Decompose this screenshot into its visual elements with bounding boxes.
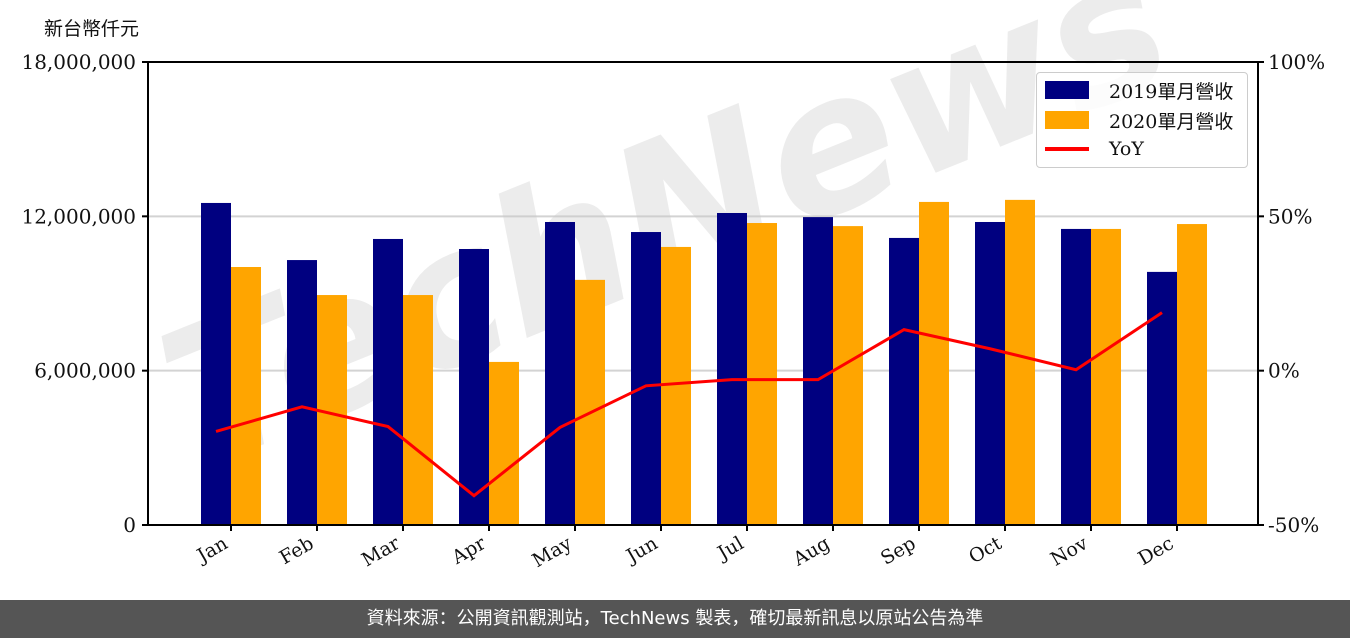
bar-2019 <box>889 237 919 525</box>
bar-2019 <box>201 202 231 526</box>
bar-2019 <box>1061 228 1091 525</box>
x-tick-label: Sep <box>877 532 920 569</box>
legend-swatch-2019 <box>1045 81 1089 99</box>
y2-tick-label: 50% <box>1268 204 1312 228</box>
bar-2020 <box>403 295 433 525</box>
legend-label-2019: 2019單月營收 <box>1109 80 1234 103</box>
bar-2020 <box>575 279 605 525</box>
bar-2020 <box>919 201 949 525</box>
bar-2019 <box>975 221 1005 525</box>
bar-2020 <box>1005 199 1035 526</box>
y-axis-unit-label: 新台幣仟元 <box>44 18 140 40</box>
legend-line-yoy <box>1045 147 1089 151</box>
y2-tick-label: 0% <box>1268 359 1300 383</box>
bar-2019 <box>459 249 489 525</box>
y-tick-label: 12,000,000 <box>21 204 136 228</box>
x-tick-label: Nov <box>1047 532 1092 571</box>
legend-item-2020: 2020單月營收 <box>1045 107 1233 133</box>
bar-2019 <box>631 232 661 525</box>
x-tick-label: Mar <box>358 532 404 571</box>
y2-tick-label: 100% <box>1268 50 1325 74</box>
x-tick-label: Jan <box>192 532 232 568</box>
legend-item-2019: 2019單月營收 <box>1045 77 1233 103</box>
x-tick-label: Oct <box>965 532 1006 568</box>
legend-label-yoy: YoY <box>1109 138 1144 160</box>
x-tick-label: Dec <box>1134 532 1177 570</box>
legend-label-2020: 2020單月營收 <box>1109 110 1234 133</box>
bar-2019 <box>545 221 575 525</box>
bar-2019 <box>287 260 317 525</box>
bar-line-chart: TechNews06,000,00012,000,00018,000,000-5… <box>21 0 1325 572</box>
bar-2019 <box>717 212 747 525</box>
bar-2020 <box>231 267 261 525</box>
x-tick-label: Jul <box>712 532 747 565</box>
bar-2019 <box>373 238 403 526</box>
x-tick-label: Jun <box>621 532 662 568</box>
bar-2020 <box>1091 228 1121 525</box>
chart-legend: 2019單月營收 2020單月營收 YoY <box>1036 72 1248 168</box>
bar-2020 <box>833 226 863 525</box>
y-tick-label: 6,000,000 <box>34 359 136 383</box>
bar-2020 <box>489 361 519 525</box>
y-tick-label: 0 <box>123 513 136 537</box>
x-tick-label: Aug <box>789 532 834 571</box>
bar-2020 <box>747 223 777 525</box>
x-tick-label: Feb <box>276 532 318 569</box>
bar-2019 <box>1147 271 1177 525</box>
bar-2020 <box>661 246 691 525</box>
source-footer: 資料來源：公開資訊觀測站，TechNews 製表，確切最新訊息以原站公告為準 <box>0 600 1350 638</box>
x-tick-label: May <box>529 532 576 572</box>
yoy-line <box>215 311 1163 498</box>
legend-swatch-2020 <box>1045 111 1089 129</box>
x-tick-label: Apr <box>447 532 490 569</box>
legend-item-yoy: YoY <box>1045 136 1144 162</box>
y-tick-label: 18,000,000 <box>21 50 136 74</box>
bar-2019 <box>803 217 833 526</box>
y2-tick-label: -50% <box>1268 513 1319 537</box>
bar-2020 <box>1177 224 1207 526</box>
